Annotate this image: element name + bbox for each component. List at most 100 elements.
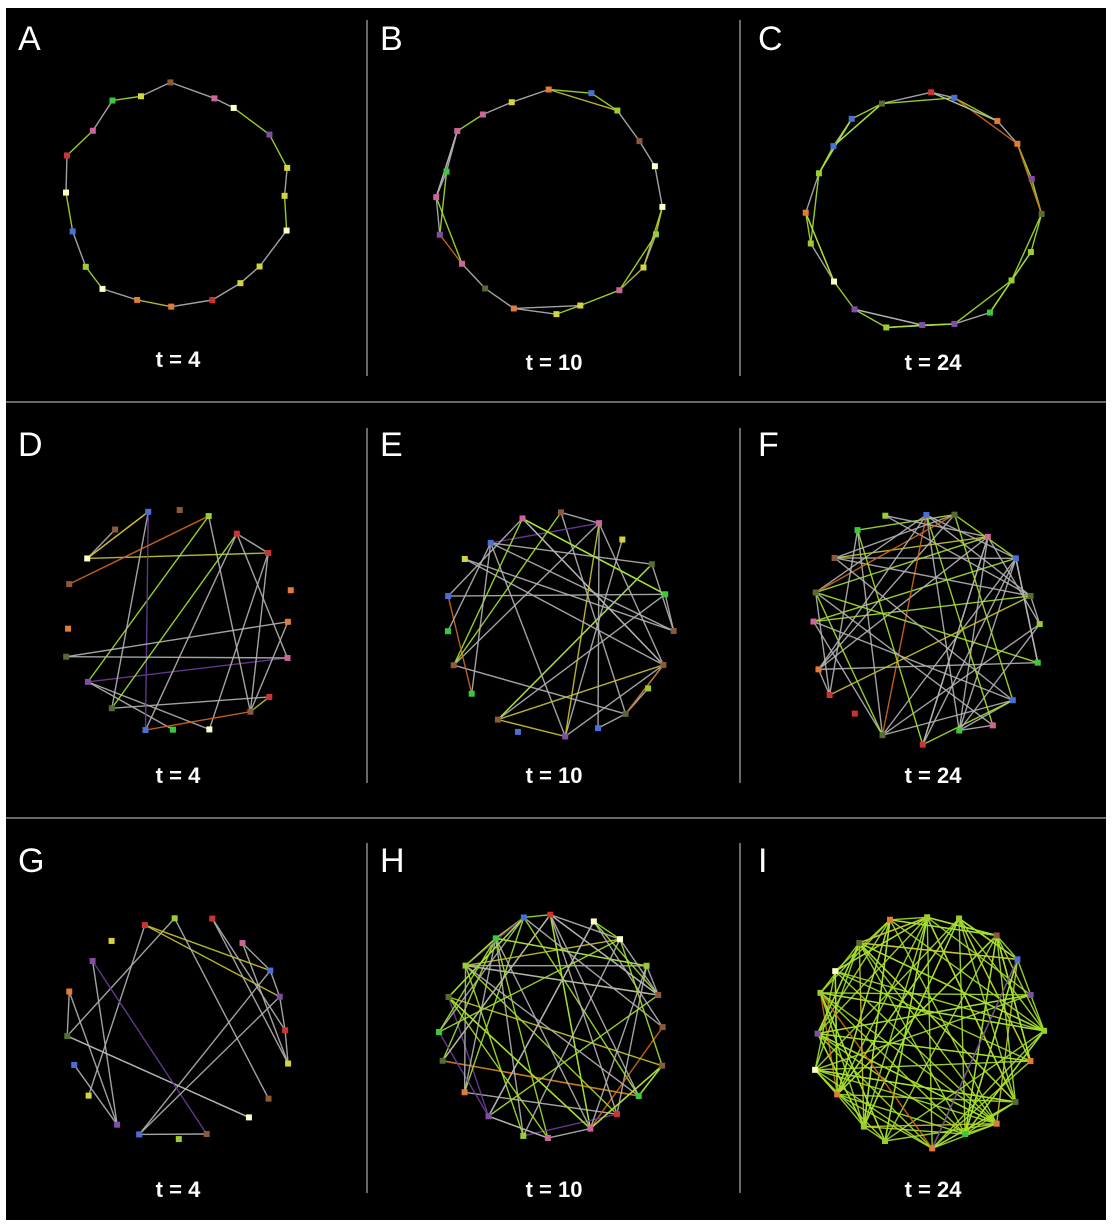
network-link — [513, 307, 557, 315]
network-node — [643, 962, 650, 969]
network-node — [635, 1092, 642, 1099]
network-link — [834, 536, 988, 559]
network-node — [993, 932, 1000, 939]
network-link — [816, 1033, 865, 1127]
network-node — [645, 685, 652, 692]
network-node — [815, 666, 822, 673]
network-link — [859, 916, 928, 944]
network-link — [814, 592, 831, 696]
network-link — [833, 103, 883, 147]
network-link — [834, 970, 998, 1125]
network-link — [71, 231, 87, 268]
network-link — [91, 960, 118, 1125]
network-link — [463, 917, 525, 1093]
network-link — [881, 514, 928, 736]
network-node — [595, 725, 602, 732]
network-link — [616, 110, 641, 142]
network-node — [176, 507, 183, 514]
network-link — [882, 699, 1013, 736]
network-link — [550, 914, 621, 940]
panel-letter: H — [380, 842, 405, 880]
network-panel — [433, 86, 666, 318]
network-link — [851, 102, 883, 120]
network-node — [1027, 249, 1034, 256]
network-node — [544, 1135, 551, 1142]
network-link — [836, 918, 960, 1095]
network-link — [66, 1035, 250, 1119]
network-node — [817, 989, 824, 996]
network-link — [805, 212, 812, 244]
network-node — [82, 263, 89, 270]
network-node — [84, 555, 91, 562]
network-link — [815, 591, 1038, 664]
network-node — [281, 192, 288, 199]
network-link — [858, 942, 998, 1125]
network-node — [233, 530, 240, 537]
network-node — [276, 993, 283, 1000]
network-link — [837, 1093, 966, 1135]
network-link — [441, 938, 497, 1062]
network-link — [922, 536, 989, 745]
time-label: t = 4 — [155, 1177, 201, 1202]
network-link — [86, 511, 149, 560]
network-link — [470, 542, 492, 694]
network-node — [134, 296, 141, 303]
network-link — [889, 916, 928, 921]
network-node — [951, 94, 958, 101]
network-node — [203, 1131, 210, 1138]
network-link — [926, 916, 997, 937]
network-link — [102, 288, 138, 301]
network-link — [815, 514, 927, 594]
network-node — [508, 99, 515, 106]
network-link — [926, 917, 933, 1149]
network-link — [170, 81, 215, 100]
network-link — [889, 919, 1045, 1032]
network-link — [618, 267, 644, 291]
network-link — [1010, 213, 1043, 281]
network-link — [996, 934, 1018, 960]
network-node — [245, 1114, 252, 1121]
network-link — [884, 917, 928, 1142]
network-link — [815, 536, 989, 594]
network-node — [108, 705, 115, 712]
network-link — [279, 996, 286, 1031]
network-node — [89, 127, 96, 134]
network-node — [445, 593, 452, 600]
network-link — [87, 924, 146, 1096]
network-link — [249, 621, 289, 713]
network-link — [463, 965, 467, 1093]
network-link — [834, 919, 891, 972]
network-link — [283, 167, 288, 196]
network-link — [85, 266, 104, 290]
network-node — [433, 194, 440, 201]
network-link — [488, 1115, 549, 1139]
network-node — [879, 732, 886, 739]
network-link — [645, 965, 659, 996]
network-node — [856, 939, 863, 946]
network-link — [835, 970, 1045, 1032]
network-link — [810, 243, 835, 282]
network-link — [233, 107, 270, 136]
network-node — [283, 227, 290, 234]
network-link — [857, 513, 955, 531]
network-node — [851, 306, 858, 313]
network-node — [815, 170, 822, 177]
network-link — [513, 304, 581, 310]
network-node — [84, 678, 91, 685]
network-node — [461, 555, 468, 562]
network-link — [87, 657, 288, 683]
network-link — [138, 970, 271, 1135]
network-link — [249, 696, 270, 713]
network-link — [211, 282, 241, 301]
network-node — [834, 1091, 841, 1098]
time-label: t = 4 — [155, 347, 201, 372]
network-link — [814, 1069, 838, 1095]
network-node — [670, 627, 677, 634]
network-node — [168, 303, 175, 310]
network-node — [284, 654, 291, 661]
network-link — [834, 557, 1014, 701]
network-node — [282, 1027, 289, 1034]
network-node — [1008, 277, 1015, 284]
network-link — [814, 1069, 933, 1149]
network-link — [112, 95, 142, 102]
